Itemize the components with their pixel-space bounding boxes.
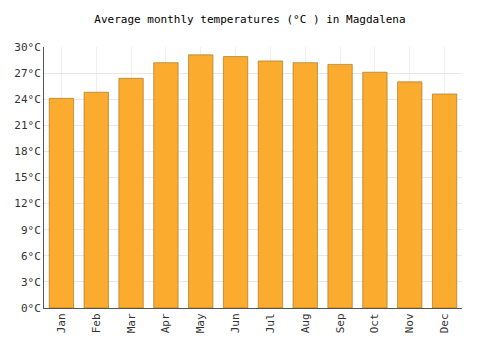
svg-text:Feb: Feb bbox=[90, 313, 103, 333]
svg-text:21°C: 21°C bbox=[14, 119, 41, 132]
svg-text:Jul: Jul bbox=[264, 313, 277, 333]
svg-text:3°C: 3°C bbox=[21, 276, 41, 289]
svg-text:30°C: 30°C bbox=[14, 41, 41, 54]
svg-text:27°C: 27°C bbox=[14, 67, 41, 80]
svg-text:Mar: Mar bbox=[125, 313, 138, 333]
svg-text:15°C: 15°C bbox=[14, 171, 41, 184]
svg-text:Aug: Aug bbox=[299, 313, 312, 333]
svg-text:Nov: Nov bbox=[403, 313, 416, 333]
svg-text:Sep: Sep bbox=[334, 313, 347, 333]
svg-text:Jun: Jun bbox=[229, 313, 242, 333]
svg-text:9°C: 9°C bbox=[21, 224, 41, 237]
svg-text:Average monthly temperatures (: Average monthly temperatures (°C ) in Ma… bbox=[94, 13, 405, 26]
svg-text:Apr: Apr bbox=[159, 313, 172, 333]
svg-text:May: May bbox=[194, 313, 207, 333]
svg-text:Dec: Dec bbox=[438, 313, 451, 333]
svg-text:Jan: Jan bbox=[55, 313, 68, 333]
svg-text:6°C: 6°C bbox=[21, 250, 41, 263]
svg-text:12°C: 12°C bbox=[14, 197, 41, 210]
svg-text:18°C: 18°C bbox=[14, 145, 41, 158]
svg-text:0°C: 0°C bbox=[21, 302, 41, 315]
svg-text:24°C: 24°C bbox=[14, 93, 41, 106]
svg-text:Oct: Oct bbox=[368, 313, 381, 333]
